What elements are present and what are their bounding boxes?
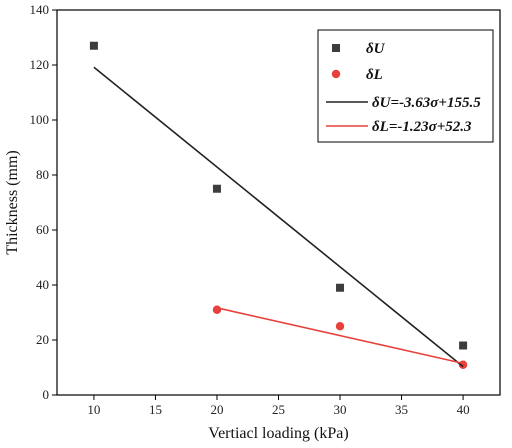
y-tick-label: 120 xyxy=(30,57,50,72)
legend: δU δL δU=-3.63σ+155.5 δL=-1.23σ+52.3 xyxy=(317,29,494,143)
x-tick-label: 10 xyxy=(87,402,100,417)
y-tick-label: 20 xyxy=(36,332,49,347)
legend-symbol-square xyxy=(332,44,340,52)
axes: 10 15 20 25 30 35 40 0 20 40 60 80 100 120 140 xyxy=(30,2,501,417)
legend-symbol-circle xyxy=(331,69,341,79)
x-axis-title: Vertiacl loading (kPa) xyxy=(208,425,348,442)
fit-line-3 xyxy=(216,307,464,365)
y-tick-label: 40 xyxy=(36,277,49,292)
legend-label: δL=-1.23σ+52.3 xyxy=(372,119,472,135)
x-tick-label: 30 xyxy=(334,402,347,417)
x-tick-label: 40 xyxy=(457,402,470,417)
legend-label: δU=-3.63σ+155.5 xyxy=(372,95,481,111)
legend-box xyxy=(317,29,494,143)
data-point-circle xyxy=(335,322,345,331)
y-tick-label: 60 xyxy=(36,222,49,237)
y-tick-label: 80 xyxy=(36,167,49,182)
series-layer xyxy=(89,41,468,369)
x-tick-label: 25 xyxy=(272,402,285,417)
y-tick-label: 0 xyxy=(43,387,50,402)
legend-label: δU xyxy=(366,41,386,57)
fit-line-2 xyxy=(93,66,464,368)
y-axis-title: Thickness (mm) xyxy=(4,150,21,254)
data-point-square xyxy=(89,41,98,50)
x-tick-label: 15 xyxy=(149,402,162,417)
data-point-square xyxy=(459,341,468,350)
x-tick-label: 35 xyxy=(395,402,408,417)
x-tick-label: 20 xyxy=(210,402,223,417)
data-point-square xyxy=(212,184,221,193)
legend-label: δL xyxy=(366,67,383,83)
data-point-circle xyxy=(212,305,222,314)
data-point-square xyxy=(336,283,345,292)
y-tick-label: 100 xyxy=(30,112,50,127)
y-tick-label: 140 xyxy=(30,2,50,17)
